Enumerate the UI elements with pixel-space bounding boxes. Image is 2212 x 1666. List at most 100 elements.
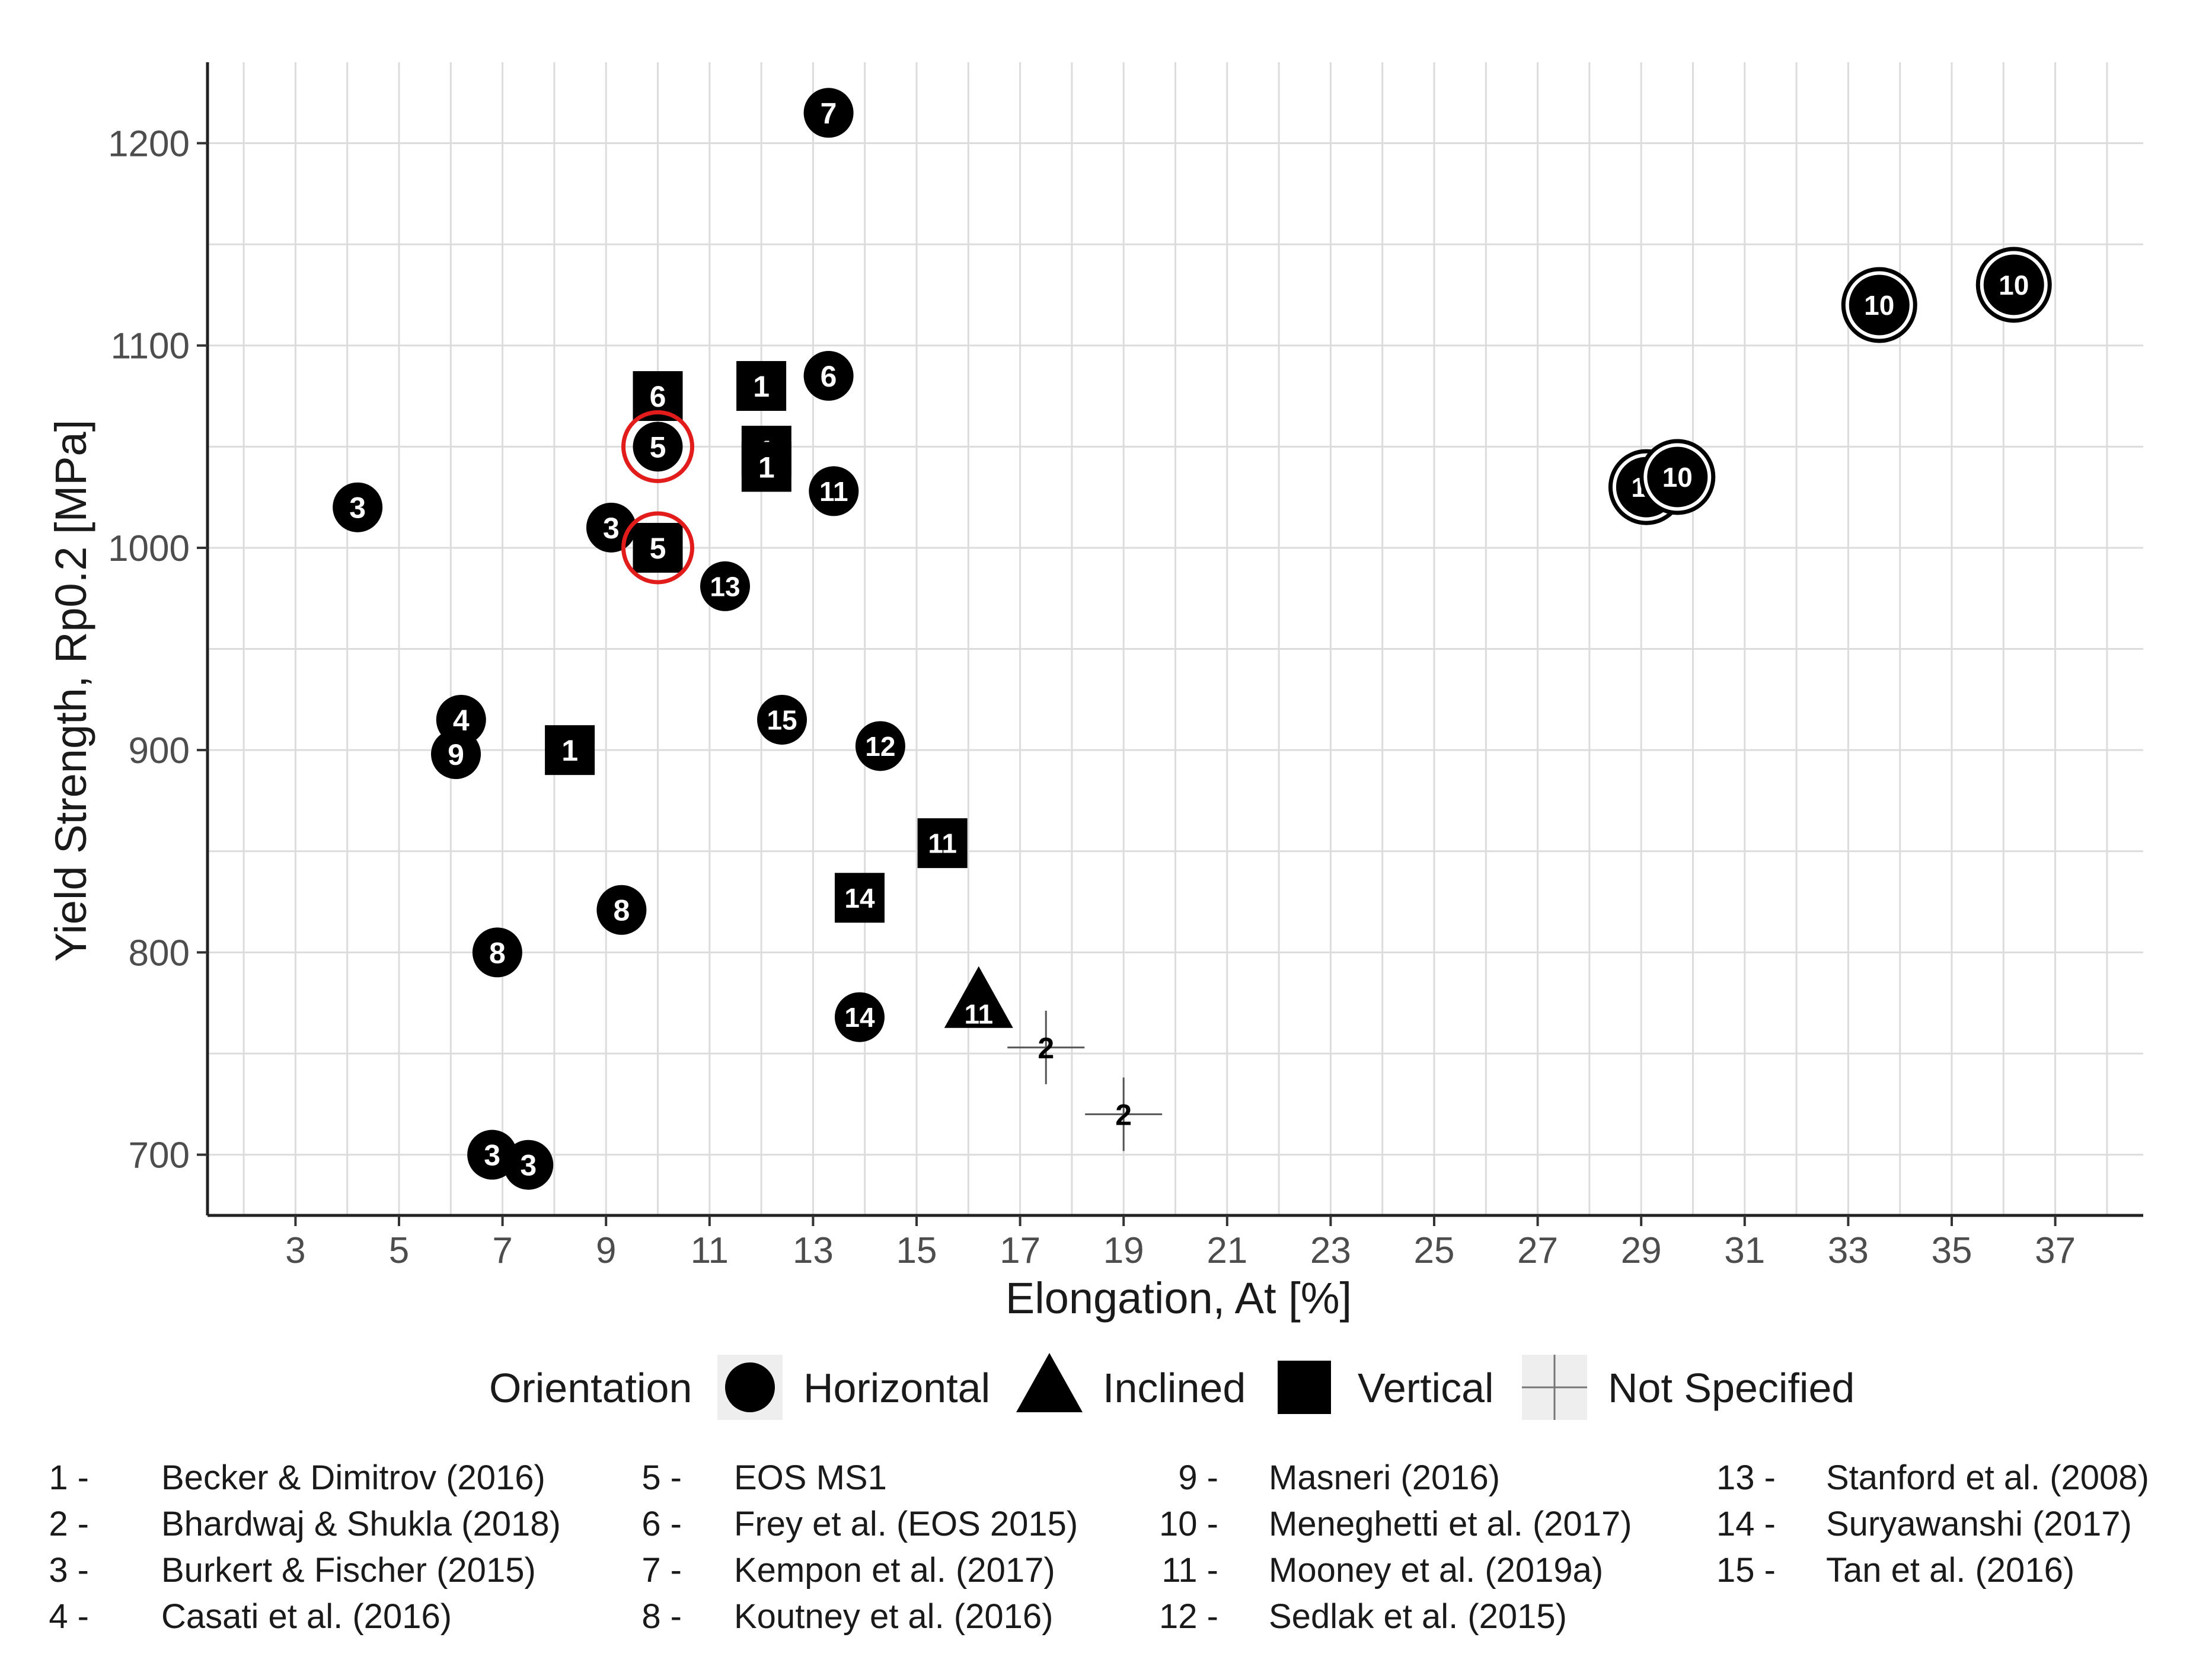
y-tick-label: 1200 bbox=[108, 123, 190, 164]
legend-key bbox=[1278, 1361, 1331, 1414]
reference-number: 9 - bbox=[1178, 1458, 1218, 1497]
reference-number: 2 - bbox=[49, 1505, 89, 1543]
point-label: 11 bbox=[819, 476, 848, 507]
reference-name: Casati et al. (2016) bbox=[161, 1597, 452, 1636]
x-tick-label: 31 bbox=[1724, 1230, 1765, 1271]
point-label: 14 bbox=[844, 1002, 875, 1033]
reference-name: Meneghetti et al. (2017) bbox=[1269, 1505, 1632, 1543]
reference-number: 6 - bbox=[641, 1505, 682, 1543]
point-circle-marker bbox=[700, 561, 750, 611]
point-label: 5 bbox=[650, 430, 666, 464]
point-label: 2 bbox=[1038, 1032, 1054, 1065]
x-tick-label: 23 bbox=[1310, 1230, 1351, 1271]
reference-number: 5 - bbox=[641, 1458, 682, 1497]
grid-layer bbox=[208, 62, 2143, 1215]
point-square-marker bbox=[917, 818, 968, 869]
legend-triangle-icon bbox=[1016, 1353, 1083, 1412]
data-point: 14 bbox=[834, 992, 885, 1042]
point-square-marker bbox=[545, 725, 595, 775]
data-point: 5 bbox=[621, 511, 695, 585]
legend: Orientation Horizontal Inclined Vertical Not… bbox=[489, 1353, 1854, 1420]
point-label: 2 bbox=[1115, 1098, 1132, 1131]
reference-number: 3 - bbox=[49, 1551, 89, 1590]
reference-number: 8 - bbox=[641, 1597, 682, 1636]
x-tick-label: 37 bbox=[2035, 1230, 2076, 1271]
reference-list: 1 - Becker & Dimitrov (2016) 2 - Bhardwaj &… bbox=[49, 1458, 2149, 1636]
data-point: 11 bbox=[944, 966, 1013, 1030]
reference-name: Bhardwaj & Shukla (2018) bbox=[161, 1505, 561, 1543]
point-label: 11 bbox=[964, 999, 993, 1030]
point-circle-marker bbox=[503, 1140, 554, 1190]
legend-label: Inclined bbox=[1103, 1365, 1246, 1411]
data-point: 3 bbox=[333, 482, 383, 532]
reference-number: 7 - bbox=[641, 1551, 682, 1590]
data-point: 2 bbox=[1085, 1077, 1163, 1151]
point-circle-marker bbox=[333, 482, 383, 532]
x-tick-label: 35 bbox=[1932, 1230, 1972, 1271]
x-axis-title: Elongation, At [%] bbox=[1006, 1274, 1352, 1323]
data-point: 5 bbox=[621, 410, 695, 483]
point-label: 3 bbox=[520, 1149, 537, 1182]
point-square-marker bbox=[736, 360, 787, 411]
x-tick-label: 25 bbox=[1414, 1230, 1455, 1271]
point-ring-outer bbox=[1975, 247, 2052, 323]
highlight-ring bbox=[621, 511, 695, 585]
x-tick-label: 19 bbox=[1103, 1230, 1144, 1271]
data-point: 1 bbox=[741, 442, 791, 492]
legend-key bbox=[717, 1355, 783, 1420]
legend-square-icon bbox=[1278, 1361, 1331, 1414]
point-label: 5 bbox=[650, 532, 666, 565]
reference-name: EOS MS1 bbox=[734, 1458, 887, 1497]
data-point: 12 bbox=[855, 721, 905, 771]
point-label: 8 bbox=[489, 936, 506, 969]
reference-name: Stanford et al. (2008) bbox=[1826, 1458, 2149, 1497]
point-label: 10 bbox=[1999, 270, 2029, 301]
data-point: 3 bbox=[503, 1140, 554, 1190]
points-layer: 7101010106165111133513415911211148811142… bbox=[333, 88, 2052, 1190]
data-point: 10 bbox=[1975, 247, 2052, 323]
reference-number: 13 - bbox=[1716, 1458, 1776, 1497]
x-tick-label: 15 bbox=[896, 1230, 937, 1271]
data-point: 14 bbox=[834, 873, 885, 923]
point-circle-marker bbox=[855, 721, 905, 771]
x-tick-label: 17 bbox=[1000, 1230, 1040, 1271]
legend-label: Vertical bbox=[1358, 1365, 1494, 1411]
point-square-marker bbox=[741, 442, 791, 492]
point-ring-outer bbox=[1639, 439, 1716, 515]
reference-name: Koutney et al. (2016) bbox=[734, 1597, 1053, 1636]
legend-label: Not Specified bbox=[1608, 1365, 1854, 1411]
highlight-ring bbox=[621, 410, 695, 483]
reference-name: Kempon et al. (2017) bbox=[734, 1551, 1055, 1590]
reference-number: 1 - bbox=[49, 1458, 89, 1497]
y-tick-label: 700 bbox=[129, 1135, 190, 1176]
reference-name: Burkert & Fischer (2015) bbox=[161, 1551, 536, 1590]
point-ring-inner bbox=[1980, 251, 2048, 319]
x-tick-label: 3 bbox=[285, 1230, 305, 1271]
point-label: 12 bbox=[865, 731, 895, 762]
point-label: 1 bbox=[753, 370, 770, 403]
x-tick-label: 21 bbox=[1206, 1230, 1247, 1271]
reference-number: 4 - bbox=[49, 1597, 89, 1636]
point-circle-marker bbox=[809, 466, 859, 516]
reference-number: 11 - bbox=[1161, 1551, 1218, 1590]
point-circle-marker bbox=[596, 885, 647, 935]
data-point: 7 bbox=[803, 88, 854, 138]
reference-name: Sedlak et al. (2015) bbox=[1269, 1597, 1567, 1636]
point-triangle-marker bbox=[944, 966, 1013, 1028]
reference-number: 10 - bbox=[1159, 1505, 1218, 1543]
point-square-marker bbox=[633, 522, 683, 573]
x-tick-label: 11 bbox=[691, 1230, 729, 1271]
x-tick-label: 27 bbox=[1517, 1230, 1558, 1271]
point-circle-marker bbox=[757, 694, 807, 745]
x-tick-label: 13 bbox=[793, 1230, 834, 1271]
point-ring-inner bbox=[1643, 443, 1712, 511]
point-circle-marker bbox=[431, 729, 481, 779]
data-point: 10 bbox=[1841, 267, 1917, 343]
reference-number: 14 - bbox=[1716, 1505, 1776, 1543]
point-circle-marker bbox=[803, 88, 854, 138]
data-point: 8 bbox=[596, 885, 647, 935]
point-ring-inner bbox=[1845, 271, 1913, 339]
reference-name: Suryawanshi (2017) bbox=[1826, 1505, 2132, 1543]
point-label: 10 bbox=[1662, 462, 1693, 493]
